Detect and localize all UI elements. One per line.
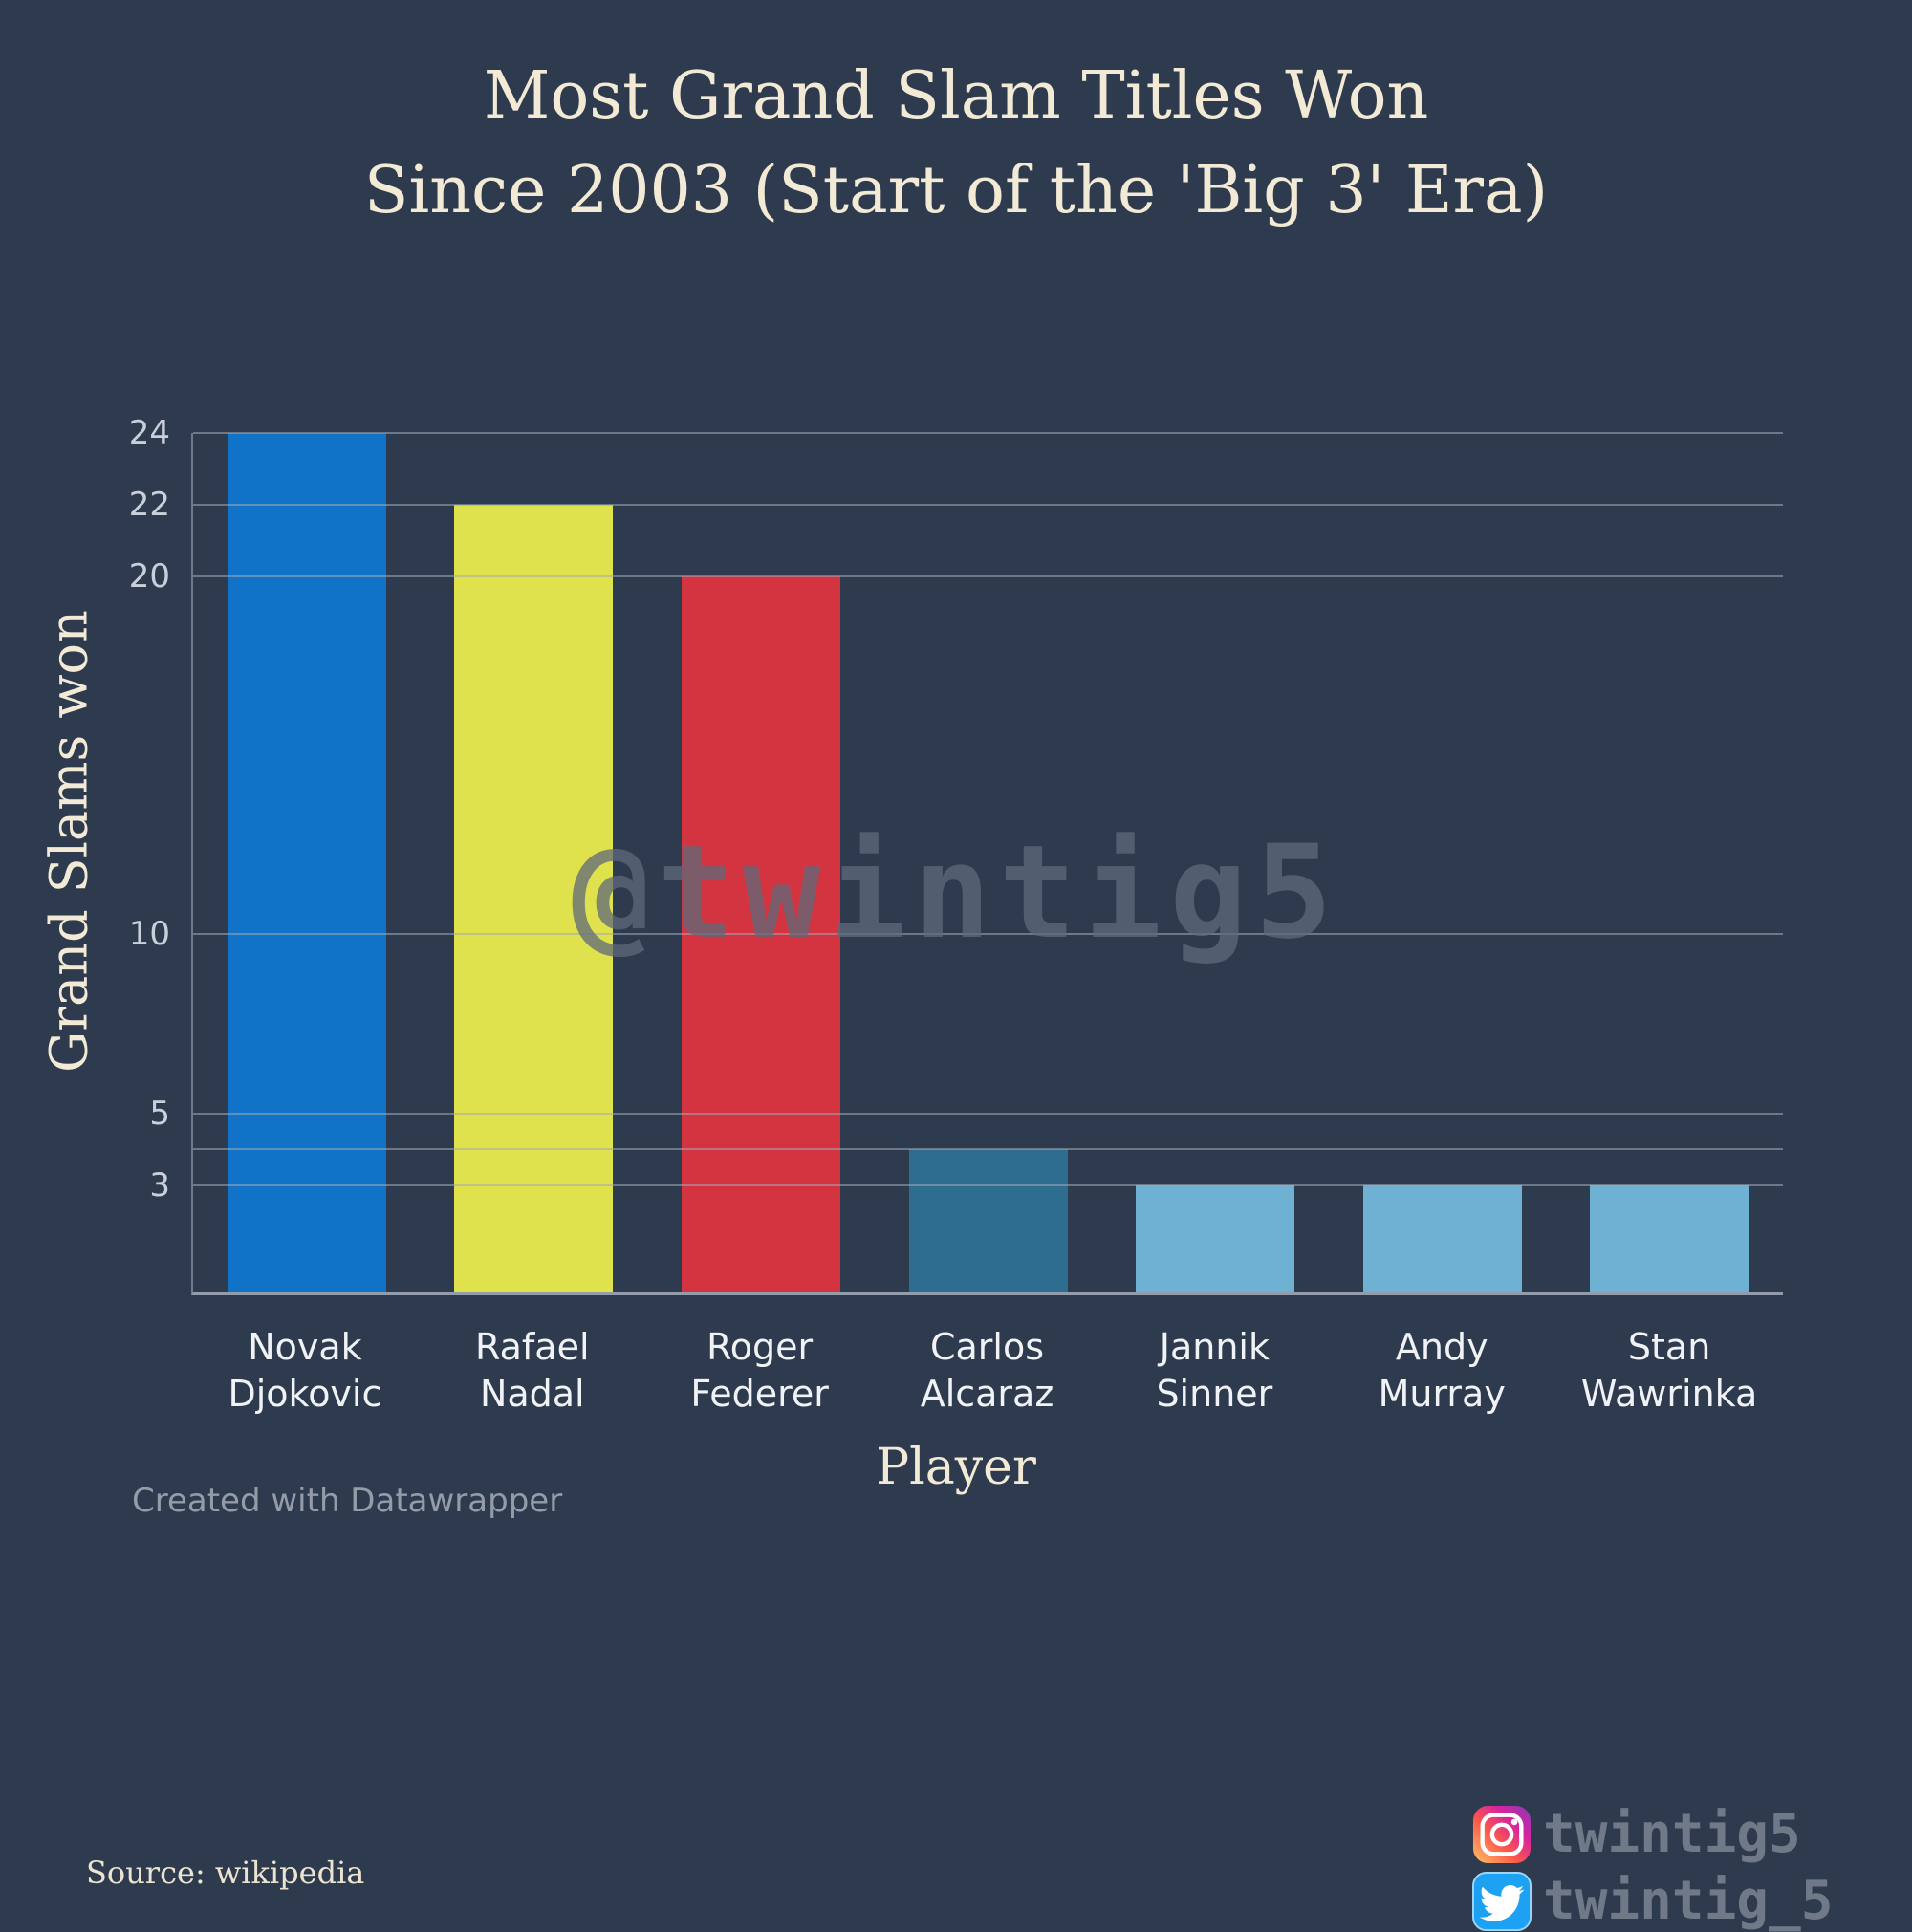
x-axis-category-label: Andy Murray (1378, 1326, 1506, 1416)
bar-slot (421, 433, 648, 1292)
x-axis-category-label: Jannik Sinner (1156, 1326, 1273, 1416)
plot-area: 3 5 10 20 22 24 (129, 417, 1783, 1295)
x-axis-category-label: Novak Djokovic (228, 1326, 382, 1416)
source-note: Source: wikipedia (86, 1855, 365, 1891)
instagram-row: twintig5 (1472, 1805, 1833, 1864)
x-axis-category-label: Rafael Nadal (475, 1326, 590, 1416)
bar-slot (193, 433, 421, 1292)
social-handles: twintig5 twintig_5 (1472, 1805, 1833, 1931)
chart-title-line-2: Since 2003 (Start of the 'Big 3' Era) (363, 152, 1549, 228)
gridline (193, 432, 1783, 434)
x-axis-category-label: Carlos Alcaraz (920, 1326, 1054, 1416)
x-axis-category-label: Stan Wawrinka (1580, 1326, 1758, 1416)
gridline (193, 1183, 1783, 1186)
bar-slot (647, 433, 875, 1292)
bar-slot (1101, 433, 1329, 1292)
chart-title-line-1: Most Grand Slam Titles Won (483, 58, 1429, 134)
gridline (193, 503, 1783, 506)
twitter-row: twintig_5 (1472, 1872, 1833, 1931)
chart-title: Most Grand Slam Titles Won Since 2003 (S… (0, 50, 1912, 238)
bar-slot (1329, 433, 1556, 1292)
y-axis-tick-label: 20 (128, 556, 170, 596)
bar-rafael-nadal (454, 504, 614, 1292)
x-axis-category-label: Roger Federer (690, 1326, 829, 1416)
y-axis-tick-label: 3 (149, 1165, 170, 1205)
datawrapper-credit: Created with Datawrapper (132, 1482, 563, 1520)
twitter-icon (1472, 1872, 1532, 1931)
bar-novak-djokovic (227, 433, 386, 1292)
bar-stan-wawrinka (1590, 1184, 1749, 1292)
bar-slot (1555, 433, 1783, 1292)
bars-row (193, 433, 1783, 1292)
instagram-handle: twintig5 (1543, 1803, 1801, 1865)
y-axis-tick-label: 10 (128, 915, 170, 954)
bar-jannik-sinner (1136, 1184, 1295, 1292)
y-axis-title: Grand Slams won (38, 610, 99, 1073)
x-axis-title: Player (876, 1439, 1036, 1496)
gridline (193, 933, 1783, 936)
gridline (193, 1112, 1783, 1115)
y-axis-tick-label: 22 (128, 485, 170, 524)
bar-andy-murray (1362, 1184, 1522, 1292)
instagram-icon (1472, 1805, 1532, 1864)
gridline (193, 575, 1783, 577)
bar-carlos-alcaraz (908, 1149, 1068, 1292)
x-labels-row: Novak Djokovic Rafael Nadal Roger Federer C… (191, 1324, 1783, 1419)
bar-slot (875, 433, 1102, 1292)
gridline (193, 1148, 1783, 1151)
y-axis-tick-label: 24 (128, 414, 170, 452)
y-axis-tick-label: 5 (149, 1094, 170, 1133)
twitter-handle: twintig_5 (1543, 1870, 1834, 1932)
